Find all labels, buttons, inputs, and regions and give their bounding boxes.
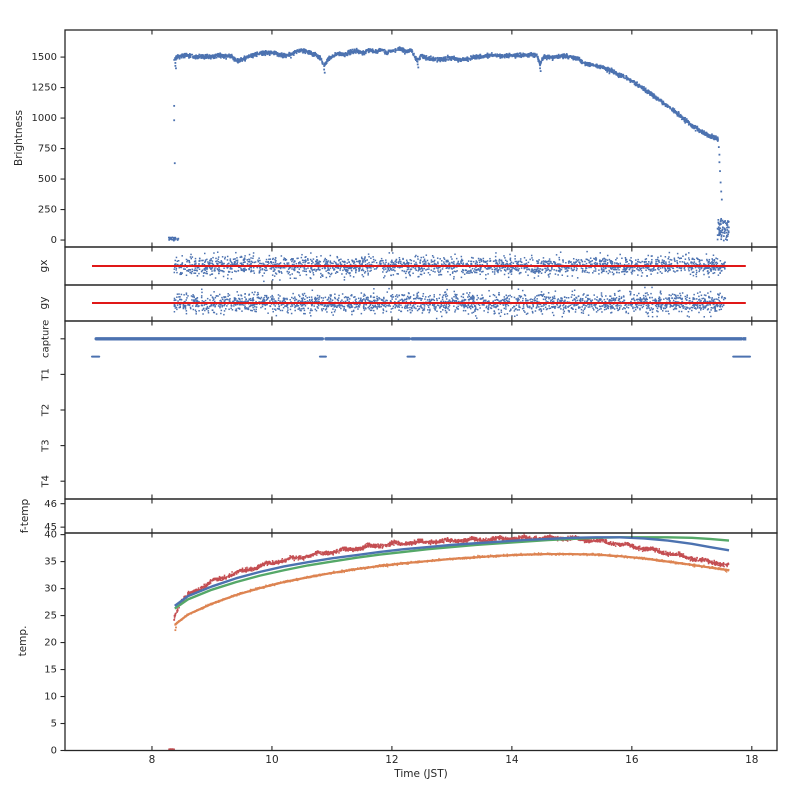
ylabel-brightness: Brightness: [13, 110, 25, 166]
ylabel-ftemp: f-temp: [19, 498, 31, 534]
ylabel-gx: gx: [38, 259, 50, 273]
ylabel-temp: temp.: [17, 625, 29, 657]
ylabel-gy: gy: [38, 296, 50, 310]
xlabel-time-jst: Time (JST): [394, 768, 448, 780]
